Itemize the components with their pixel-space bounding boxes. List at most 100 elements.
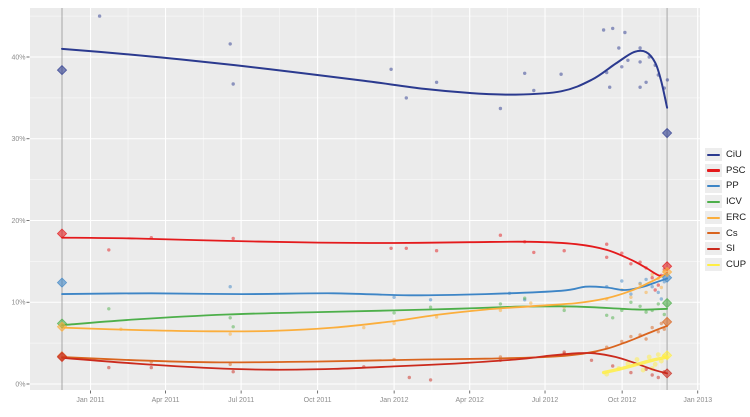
legend-swatch-icon: [707, 153, 720, 156]
poll-dot: [605, 313, 609, 317]
x-tick-label: Oct 2011: [304, 397, 332, 404]
legend-swatch-icon: [707, 247, 720, 251]
legend-key-icv: [705, 195, 722, 209]
poll-dot: [617, 46, 621, 50]
poll-dot: [659, 321, 663, 326]
x-tick-label: Apr 2011: [152, 397, 180, 404]
y-tick-label: 0%: [15, 381, 25, 388]
poll-dot: [652, 362, 658, 367]
election2012-marker-cup: [661, 350, 673, 361]
poll-dot: [389, 67, 393, 72]
poll-dot: [650, 285, 654, 289]
poll-dot: [392, 311, 396, 315]
poll-dot: [605, 255, 609, 259]
poll-dot: [231, 82, 235, 86]
poll-dot: [620, 339, 624, 344]
grid-minor: [30, 8, 700, 390]
legend-swatch-icon: [707, 216, 720, 219]
legend-key-ciu: [705, 148, 722, 162]
legend-label: CiU: [726, 149, 742, 161]
poll-dot: [629, 292, 633, 296]
poll-dot: [629, 334, 633, 339]
poll-dot: [228, 332, 232, 336]
poll-dot: [634, 357, 640, 362]
poll-dot: [611, 316, 615, 320]
election2010-marker-erc: [56, 321, 68, 332]
x-tick-label: Apr 2012: [456, 397, 485, 404]
poll-dot: [611, 26, 615, 31]
poll-dot: [629, 300, 633, 304]
poll-dot: [498, 302, 503, 306]
poll-dot: [407, 375, 411, 380]
poll-dot: [653, 288, 657, 292]
poll-dot: [523, 71, 527, 76]
poll-dot: [655, 352, 661, 357]
poll-dot: [605, 242, 609, 246]
poll-dot: [392, 295, 396, 299]
trend-line-cup: [601, 355, 669, 375]
poll-dot: [228, 285, 232, 289]
poll-dot: [601, 28, 606, 32]
poll-dot: [228, 316, 232, 320]
poll-dot: [656, 290, 660, 295]
election2010-marker-pp: [56, 277, 68, 288]
legend-label: PP: [726, 180, 739, 192]
poll-dot: [231, 236, 235, 241]
trend-line-icv: [61, 305, 668, 327]
poll-dot: [638, 46, 642, 50]
poll-dot: [662, 327, 666, 331]
y-tick-label: 20%: [11, 218, 25, 225]
y-tick-label: 40%: [11, 54, 25, 61]
poll-dot: [532, 88, 536, 93]
poll-dot: [523, 296, 527, 300]
poll-dot: [532, 250, 536, 255]
legend-label: SI: [726, 243, 735, 255]
legend-item-ciu: CiU: [705, 147, 746, 163]
poll-dot: [149, 365, 153, 370]
poll-dot: [428, 305, 433, 309]
poll-dot: [589, 358, 594, 362]
poll-dot: [644, 80, 648, 85]
x-tick-label: Jul 2011: [228, 397, 254, 404]
poll-dot: [659, 285, 663, 290]
scatter-icv: [107, 296, 666, 329]
poll-dot: [662, 312, 666, 317]
election-results: [56, 64, 673, 379]
x-tick-label: Jan 2011: [76, 397, 104, 404]
poll-dot: [656, 283, 660, 287]
poll-dot: [428, 298, 433, 302]
poll-dot: [404, 246, 408, 250]
poll-dot: [650, 325, 654, 330]
scatter-si: [107, 350, 666, 382]
election2012-marker-ciu: [661, 127, 673, 139]
legend-key-cup: [705, 258, 722, 272]
legend-item-si: SI: [705, 241, 746, 257]
poll-dot: [404, 96, 408, 100]
legend-item-cs: Cs: [705, 225, 746, 241]
y-tick-label: 10%: [11, 300, 25, 307]
legend-label: ICV: [726, 196, 742, 208]
poll-dot: [97, 14, 102, 18]
election2010-marker-psc: [56, 228, 68, 239]
legend-key-pp: [705, 179, 722, 193]
axes: 0% 10% 20% 30% 40% Jan 2011 Apr 2011 Jul 2011 Oc…: [11, 54, 712, 404]
poll-dot: [656, 302, 660, 306]
poll-dot: [638, 282, 642, 286]
poll-dot: [562, 308, 566, 313]
election2012-marker-erc: [661, 266, 673, 278]
poll-dot: [562, 350, 566, 354]
trend-line-si: [61, 352, 668, 375]
poll-dot: [428, 378, 433, 382]
poll-dot: [646, 354, 652, 360]
poll-dot: [650, 272, 654, 277]
poll-dot: [629, 295, 633, 299]
election2012-marker-si: [661, 368, 673, 379]
trend-line-psc: [61, 236, 668, 277]
election2010-marker-si: [56, 351, 68, 363]
poll-dot: [228, 362, 232, 367]
poll-dot: [656, 375, 660, 380]
poll-dot: [529, 301, 533, 305]
poll-dot: [644, 310, 648, 314]
poll-dot: [620, 65, 624, 69]
